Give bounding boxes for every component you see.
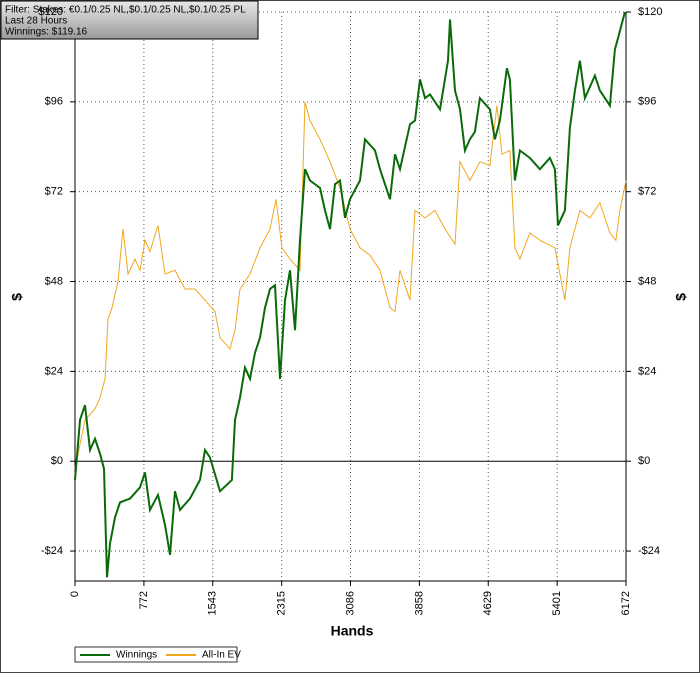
y-tick-label: $0 [51,455,63,467]
y2-axis-label: $ [673,293,689,301]
plot-area [70,11,631,586]
y2-tick-label: $120 [638,6,662,18]
winnings-text: Winnings: $119.16 [5,27,88,38]
line-series [74,11,626,578]
y-tick-label: $96 [45,96,63,108]
y-tick-label: $120 [39,6,63,18]
x-tick-label: 3086 [344,591,356,615]
x-tick-label: 6172 [620,591,632,615]
x-tick-label: 2315 [276,591,288,615]
x-tick-label: 3858 [413,591,425,615]
legend-label: Winnings [116,650,157,661]
x-tick-label: 772 [138,591,150,609]
y2-tick-label: $0 [638,455,650,467]
y-axis-label: $ [9,293,25,301]
y2-tick-label: $96 [638,96,656,108]
x-tick-label: 4629 [482,591,494,615]
y2-tick-label: -$24 [638,545,660,557]
filter-text: Filter: Stakes: €0.1/0.25 NL,$0.1/0.25 N… [5,5,246,16]
x-tick-label: 0 [69,591,81,597]
filter-box [0,0,259,40]
legend-box [74,646,238,663]
period-text: Last 28 Hours [5,16,67,27]
y2-tick-label: $48 [638,275,656,287]
y-tick-label: $72 [45,186,63,198]
y2-tick-label: $24 [638,365,656,377]
x-axis-label: Hands [331,623,374,639]
y-tick-label: $48 [45,275,63,287]
x-tick-label: 1543 [207,591,219,615]
line-series [74,101,627,469]
y-tick-label: -$24 [41,545,63,557]
y2-tick-label: $72 [638,186,656,198]
x-tick-label: 5401 [551,591,563,615]
legend-label: All-In EV [202,650,241,661]
y-tick-label: $24 [45,365,63,377]
